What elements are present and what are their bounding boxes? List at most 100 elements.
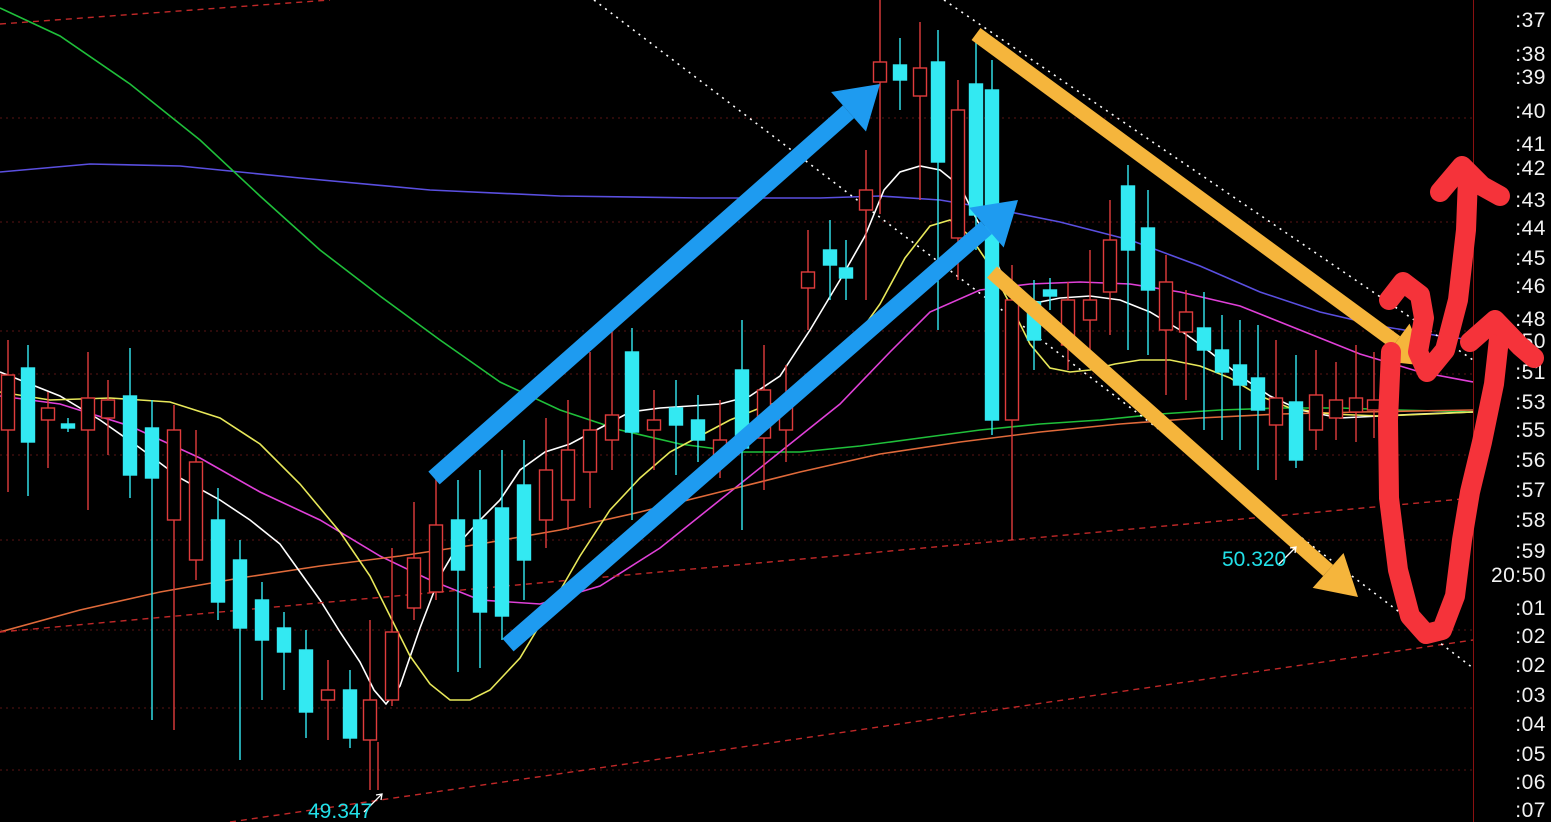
candle-body-60[interactable] (1232, 364, 1248, 386)
candle-body-45[interactable] (950, 109, 966, 239)
axis-tick-26: :06 (1515, 771, 1546, 794)
axis-tick-18: :59 (1515, 540, 1546, 563)
price-pointer-head-0 (375, 793, 383, 801)
axis-tick-13: :53 (1515, 391, 1546, 414)
candle-body-24[interactable] (516, 484, 532, 561)
axis-tick-21: :02 (1515, 625, 1546, 648)
candle-body-47[interactable] (984, 89, 1000, 421)
axis-tick-25: :05 (1515, 743, 1546, 766)
axis-tick-0: :37 (1515, 9, 1546, 32)
axis-tick-17: :58 (1515, 509, 1546, 532)
candle-body-11[interactable] (232, 559, 248, 629)
candle-body-50[interactable] (1042, 289, 1058, 297)
candle-body-40[interactable] (858, 189, 874, 211)
candle-body-21[interactable] (450, 519, 466, 571)
candle-body-6[interactable] (122, 395, 138, 476)
candle-body-58[interactable] (1196, 327, 1212, 351)
orange-arrow-lower-head (1312, 553, 1358, 597)
axis-tick-22: :02 (1515, 654, 1546, 677)
candle-body-44[interactable] (930, 61, 946, 163)
candle-body-37[interactable] (800, 271, 816, 289)
candle-body-66[interactable] (1348, 397, 1364, 413)
lower-red-dashed-2 (229, 639, 1473, 822)
candle-body-27[interactable] (582, 429, 598, 473)
candle-body-20[interactable] (428, 524, 444, 593)
candle-body-31[interactable] (668, 407, 684, 426)
axis-tick-4: :41 (1515, 133, 1546, 156)
candle-body-42[interactable] (892, 64, 908, 81)
candle-body-67[interactable] (1366, 399, 1382, 411)
candle-body-7[interactable] (144, 427, 160, 479)
candle-body-63[interactable] (1288, 401, 1304, 461)
candle-body-10[interactable] (210, 519, 226, 603)
candle-body-54[interactable] (1120, 185, 1136, 251)
candle-body-46[interactable] (968, 83, 984, 216)
candle-body-1[interactable] (20, 367, 36, 443)
ma-line-white (0, 165, 1473, 706)
axis-tick-27: :07 (1515, 799, 1546, 822)
axis-tick-12: :51 (1515, 361, 1546, 384)
candle-body-38[interactable] (822, 249, 838, 266)
ma-line-magenta (0, 281, 1473, 605)
candle-body-14[interactable] (298, 649, 314, 713)
candle-body-55[interactable] (1140, 227, 1156, 291)
candle-body-56[interactable] (1158, 281, 1174, 331)
candle-body-62[interactable] (1268, 397, 1284, 426)
orange-arrow-lower-shaft (987, 266, 1334, 577)
candle-body-57[interactable] (1178, 311, 1194, 333)
candle-body-15[interactable] (320, 689, 336, 701)
candle-body-2[interactable] (40, 407, 56, 421)
candle-body-12[interactable] (254, 599, 270, 641)
blue-arrow-lower (502, 200, 1018, 652)
candle-body-28[interactable] (604, 414, 620, 441)
candle-body-3[interactable] (60, 423, 76, 429)
candle-body-25[interactable] (538, 469, 554, 521)
candle-body-32[interactable] (690, 419, 706, 441)
axis-tick-19: 20:50 (1490, 564, 1546, 587)
axis-tick-6: :43 (1515, 189, 1546, 212)
axis-tick-14: :55 (1515, 419, 1546, 442)
candle-body-22[interactable] (472, 519, 488, 613)
time-axis-right[interactable]: :37:38:39:40:41:42:43:44:45:46:48:50:51:… (1473, 0, 1551, 822)
axis-tick-16: :57 (1515, 479, 1546, 502)
candle-body-64[interactable] (1308, 394, 1324, 431)
candle-body-39[interactable] (838, 267, 854, 279)
blue-arrow-lower-shaft (502, 221, 992, 652)
orange-arrow-lower (987, 266, 1358, 597)
candle-body-53[interactable] (1102, 239, 1118, 293)
candle-body-61[interactable] (1250, 377, 1266, 411)
axis-tick-3: :40 (1515, 100, 1546, 123)
chart-plot-area[interactable]: 49.347 50.320 (0, 0, 1473, 822)
candle-body-26[interactable] (560, 449, 576, 501)
candle-body-43[interactable] (912, 67, 928, 97)
candle-body-4[interactable] (80, 397, 96, 431)
candle-body-52[interactable] (1082, 299, 1098, 321)
price-pointer-head-1 (1289, 546, 1297, 554)
axis-tick-11: :50 (1515, 330, 1546, 353)
ma-line-blue (0, 163, 1473, 341)
candle-body-13[interactable] (276, 627, 292, 653)
candle-body-5[interactable] (100, 399, 116, 419)
candle-body-0[interactable] (0, 374, 16, 431)
candle-body-23[interactable] (494, 507, 510, 617)
candle-body-16[interactable] (342, 689, 358, 739)
blue-arrow-lower-head (969, 200, 1018, 248)
candle-body-19[interactable] (406, 557, 422, 609)
candle-body-9[interactable] (188, 461, 204, 561)
candle-body-18[interactable] (384, 631, 400, 701)
candle-body-41[interactable] (872, 61, 888, 83)
blue-arrow-upper-head (831, 84, 880, 132)
candle-body-17[interactable] (362, 699, 378, 741)
candle-body-30[interactable] (646, 419, 662, 431)
candle-body-59[interactable] (1214, 349, 1230, 373)
price-label-low: 49.347 (308, 800, 373, 822)
axis-tick-5: :42 (1515, 157, 1546, 180)
candle-body-8[interactable] (166, 429, 182, 521)
axis-tick-7: :44 (1515, 217, 1546, 240)
candle-body-29[interactable] (624, 351, 640, 433)
axis-tick-10: :48 (1515, 308, 1546, 331)
candle-body-48[interactable] (1004, 299, 1020, 421)
orange-arrow-upper-shaft (971, 27, 1401, 349)
candle-body-65[interactable] (1328, 399, 1344, 419)
